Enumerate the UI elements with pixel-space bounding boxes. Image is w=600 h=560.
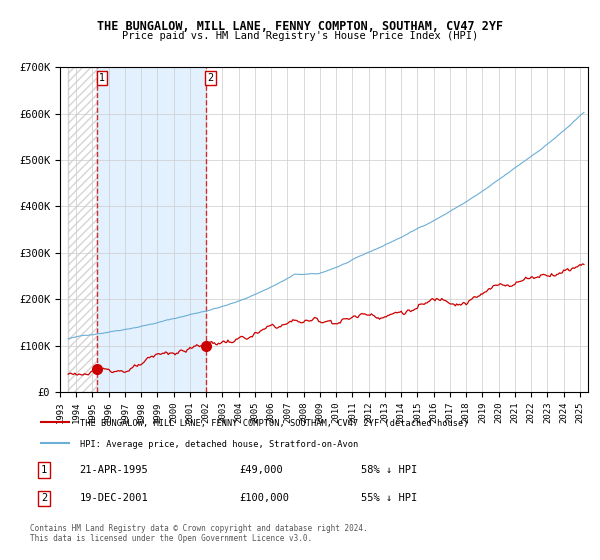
Text: 2: 2 bbox=[208, 73, 214, 83]
Text: THE BUNGALOW, MILL LANE, FENNY COMPTON, SOUTHAM, CV47 2YF (detached house): THE BUNGALOW, MILL LANE, FENNY COMPTON, … bbox=[80, 418, 468, 428]
Text: Contains HM Land Registry data © Crown copyright and database right 2024.
This d: Contains HM Land Registry data © Crown c… bbox=[30, 524, 368, 543]
Text: 21-APR-1995: 21-APR-1995 bbox=[80, 465, 148, 475]
Text: 55% ↓ HPI: 55% ↓ HPI bbox=[361, 493, 418, 503]
Text: 58% ↓ HPI: 58% ↓ HPI bbox=[361, 465, 418, 475]
Bar bbox=[68, 67, 97, 392]
Text: HPI: Average price, detached house, Stratford-on-Avon: HPI: Average price, detached house, Stra… bbox=[80, 440, 358, 449]
Text: Price paid vs. HM Land Registry's House Price Index (HPI): Price paid vs. HM Land Registry's House … bbox=[122, 31, 478, 41]
Text: 19-DEC-2001: 19-DEC-2001 bbox=[80, 493, 148, 503]
Text: £100,000: £100,000 bbox=[240, 493, 290, 503]
Text: £49,000: £49,000 bbox=[240, 465, 284, 475]
Text: 1: 1 bbox=[99, 73, 105, 83]
Text: 1: 1 bbox=[41, 465, 47, 475]
Text: 2: 2 bbox=[41, 493, 47, 503]
Text: THE BUNGALOW, MILL LANE, FENNY COMPTON, SOUTHAM, CV47 2YF: THE BUNGALOW, MILL LANE, FENNY COMPTON, … bbox=[97, 20, 503, 32]
Bar bbox=[97, 67, 206, 392]
